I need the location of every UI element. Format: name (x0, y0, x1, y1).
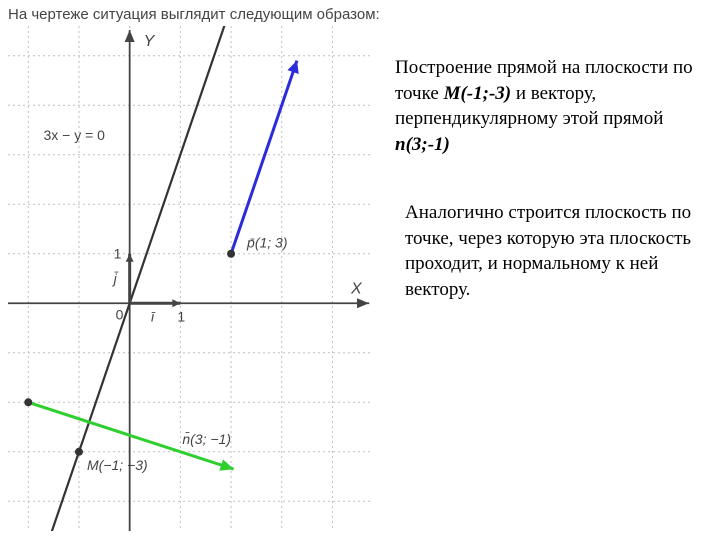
paragraph-2: Аналогично строится плоскость по точке, … (405, 200, 705, 303)
svg-text:ī: ī (151, 308, 156, 324)
svg-text:Y: Y (144, 33, 156, 50)
svg-text:1: 1 (177, 308, 185, 324)
svg-text:3x − y = 0: 3x − y = 0 (43, 127, 105, 143)
svg-text:M(−1; −3): M(−1; −3) (87, 457, 148, 473)
svg-text:0: 0 (116, 306, 124, 322)
svg-text:p̄(1; 3): p̄(1; 3) (246, 235, 287, 251)
svg-text:X: X (350, 280, 363, 297)
top-caption: На чертеже ситуация выглядит следующим о… (8, 6, 380, 23)
coordinate-chart: p̄(1; 3) n̄(3; −1) M(−1; −3) 3x − y = 0 Y X 0 1… (8, 26, 373, 536)
paragraph-1: Построение прямой на плоскости по точке … (395, 55, 705, 158)
p1-b: M(-1;-3) (444, 83, 512, 104)
svg-text:j̄: j̄ (112, 271, 119, 287)
svg-text:1: 1 (114, 246, 122, 262)
svg-text:n̄(3; −1): n̄(3; −1) (182, 431, 231, 447)
p1-d: n(3;-1) (395, 134, 450, 155)
